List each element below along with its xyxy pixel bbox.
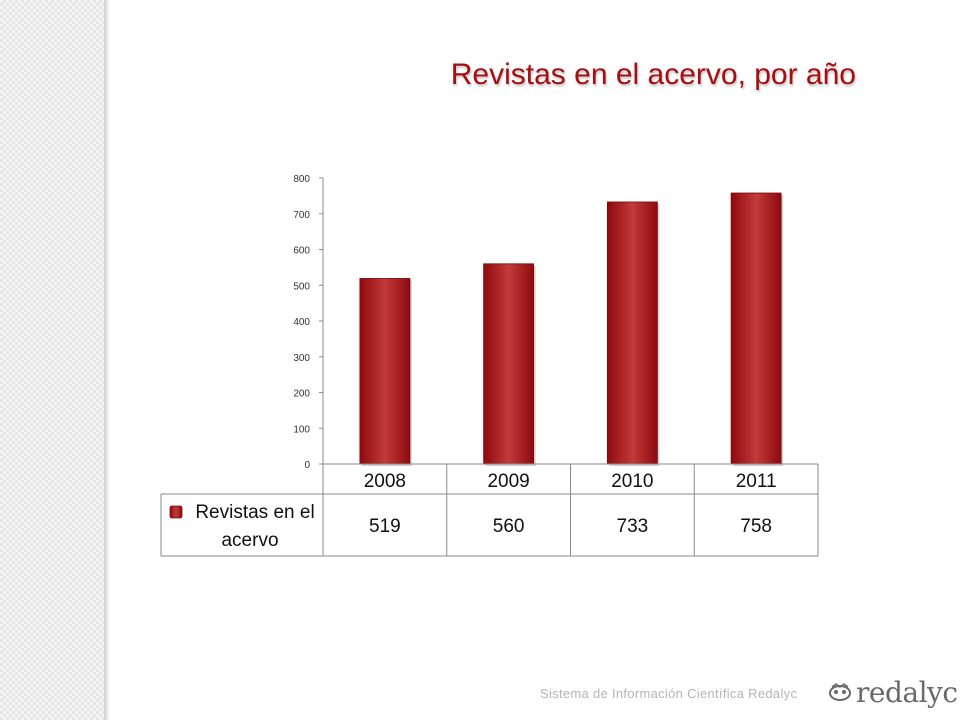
bar (359, 278, 411, 465)
logo-text: redalyc (856, 676, 958, 709)
bar (730, 192, 782, 465)
redalyc-logo: redalyc (828, 674, 958, 714)
x-tick-label: 2008 (364, 471, 406, 492)
data-table: 2008 2009 2010 2011 519 560 733 758 Revistas en … (160, 463, 819, 557)
y-tick-label: 700 (293, 210, 310, 221)
y-tick-label: 800 (293, 174, 310, 185)
legend-series-name: Revistas en el acervo (195, 502, 314, 551)
data-label: 519 (369, 516, 401, 537)
y-tick-label: 300 (293, 353, 310, 364)
y-tick-label: 200 (293, 389, 310, 400)
data-label: 758 (740, 516, 772, 537)
y-tick-label: 0 (304, 460, 310, 471)
y-tick-label: 500 (293, 281, 310, 292)
x-tick-label: 2009 (487, 471, 529, 492)
footer-text: Sistema de Información Científica Redaly… (540, 686, 798, 701)
data-label: 733 (617, 516, 649, 537)
y-tick-label: 600 (293, 246, 310, 257)
slide-title: Revistas en el acervo, por año (450, 58, 856, 91)
bars (359, 192, 784, 466)
side-edge (104, 0, 110, 720)
legend-key (169, 505, 183, 519)
y-tick-label: 400 (293, 317, 310, 328)
redalyc-logo-icon (829, 683, 851, 701)
y-tick-label: 100 (293, 424, 310, 435)
y-axis: 0 100 200 300 400 500 600 700 800 (293, 174, 324, 471)
x-tick-label: 2011 (736, 471, 777, 492)
bar (606, 201, 658, 465)
data-label: 560 (493, 516, 525, 537)
side-pattern (0, 0, 104, 720)
bar (483, 263, 535, 465)
x-tick-label: 2010 (611, 471, 653, 492)
